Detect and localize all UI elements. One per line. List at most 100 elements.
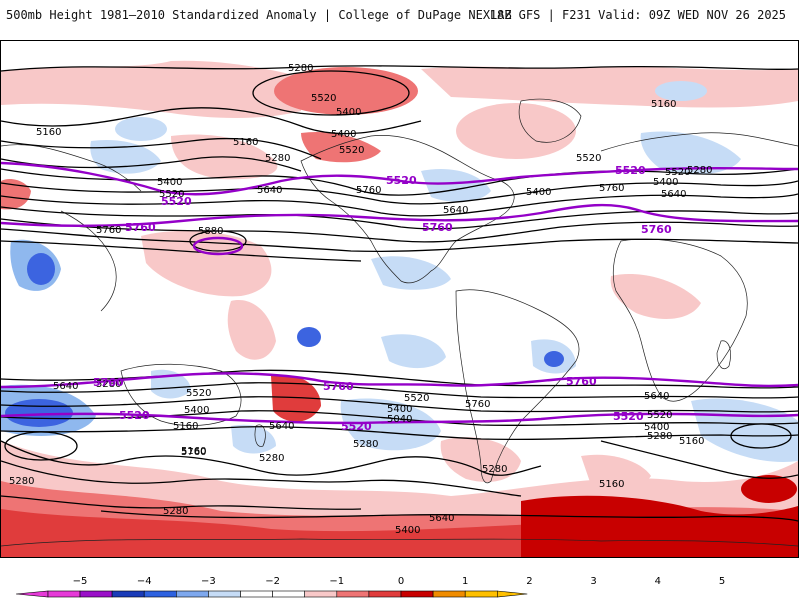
colorbar-segment xyxy=(47,590,81,598)
contour-label: 5160 xyxy=(651,99,676,110)
highlight-label: 5520 xyxy=(341,420,372,433)
highlight-label: 5760 xyxy=(422,221,453,234)
contour-label: 5400 xyxy=(184,405,209,416)
contour-label: 5400 xyxy=(653,177,678,188)
contour-label: 5280 xyxy=(353,439,378,450)
coastlines xyxy=(1,98,798,547)
map-canvas: 5280 5520 5400 5160 5400 5160 5280 5520 … xyxy=(1,60,798,557)
colorbar-arrow-high xyxy=(496,590,528,598)
colorbar-segment xyxy=(111,590,145,598)
contour-label: 5640 xyxy=(661,189,686,200)
highlight-contour-labels: 5520 5520 5520 5760 5760 5760 5760 5760 … xyxy=(93,164,672,433)
contour-label: 5040 xyxy=(387,414,412,425)
contour-label: 5520 xyxy=(339,145,364,156)
contour-label: 5280 xyxy=(163,506,188,517)
colorbar-segment xyxy=(336,590,370,598)
contour-label: 5400 xyxy=(157,177,182,188)
colorbar-tick-label: 5 xyxy=(719,576,725,587)
contour-label: 5400 xyxy=(387,404,412,415)
contour-label: 5880 xyxy=(198,226,223,237)
contour-label: 5400 xyxy=(336,107,361,118)
colorbar-tick-label: 1 xyxy=(462,576,468,587)
contour-label: 5160 xyxy=(599,479,624,490)
map-title: 500mb Height 1981–2010 Standardized Anom… xyxy=(6,8,512,22)
contour-label: 5280 xyxy=(96,379,121,390)
colorbar-segment xyxy=(368,590,402,598)
contour-label: 5760 xyxy=(599,183,624,194)
anomaly-shading xyxy=(1,60,798,557)
colorbar-tick-label: −2 xyxy=(265,576,280,587)
contour-label: 5760 xyxy=(96,225,121,236)
colorbar-tick-label: −5 xyxy=(73,576,88,587)
colorbar-segment xyxy=(79,590,113,598)
contour-label: 5520 xyxy=(404,393,429,404)
contour-label: 5280 xyxy=(687,165,712,176)
colorbar-segment xyxy=(464,590,498,598)
highlight-label: 5520 xyxy=(615,164,646,177)
colorbar-tick-label: −3 xyxy=(201,576,216,587)
highlight-contours xyxy=(1,161,798,425)
colorbar-segment xyxy=(304,590,338,598)
contour-label: 5400 xyxy=(395,525,420,536)
highlight-label: 5760 xyxy=(125,221,156,234)
anomaly-colorbar: −5 −4 −3 −2 −1 0 1 2 3 4 5 xyxy=(0,570,800,600)
contour-label: 5280 xyxy=(482,464,507,475)
colorbar-segment xyxy=(143,590,177,598)
colorbar-svg: −5 −4 −3 −2 −1 0 1 2 3 4 5 xyxy=(15,576,725,598)
colorbar-tick-label: −1 xyxy=(329,576,344,587)
colorbar-segment xyxy=(432,590,466,598)
contour-label: 5280 xyxy=(647,431,672,442)
colorbar-tick-label: 4 xyxy=(655,576,661,587)
model-run-info: 18Z GFS | F231 Valid: 09Z WED NOV 26 202… xyxy=(489,8,786,22)
map-header: 500mb Height 1981–2010 Standardized Anom… xyxy=(0,0,800,30)
contour-label: 5160 xyxy=(233,137,258,148)
colorbar-segment xyxy=(272,590,306,598)
highlight-label: 5760 xyxy=(566,375,597,388)
colorbar-arrow-low xyxy=(15,590,49,598)
contour-label: 5520 xyxy=(311,93,336,104)
height-contours xyxy=(1,65,798,522)
anomaly-map[interactable]: 5280 5520 5400 5160 5400 5160 5280 5520 … xyxy=(0,40,799,558)
contour-label: 5280 xyxy=(265,153,290,164)
contour-label: 5280 xyxy=(288,63,313,74)
highlight-label: 5760 xyxy=(641,223,672,236)
contour-label: 5400 xyxy=(331,129,356,140)
colorbar-segment xyxy=(208,590,241,598)
contour-label: 5160 xyxy=(36,127,61,138)
contour-labels: 5280 5520 5400 5160 5400 5160 5280 5520 … xyxy=(9,63,712,536)
contour-label: 5760 xyxy=(465,399,490,410)
highlight-label: 5520 xyxy=(386,174,417,187)
highlight-label: 5520 xyxy=(161,195,192,208)
colorbar-tick-label: 3 xyxy=(590,576,596,587)
contour-label: 5520 xyxy=(186,388,211,399)
contour-label: 5400 xyxy=(644,422,669,433)
contour-label: 5760 xyxy=(356,185,381,196)
contour-label: 5520 xyxy=(159,189,184,200)
contour-label: 5520 xyxy=(647,410,672,421)
contour-label: 5280 xyxy=(9,476,34,487)
colorbar-segment xyxy=(240,590,273,598)
contour-label: 5640 xyxy=(429,513,454,524)
contour-label: 5640 xyxy=(443,205,468,216)
contour-label: 5160 xyxy=(181,446,206,457)
contour-label: 5640 xyxy=(53,381,78,392)
contour-label: 5640 xyxy=(644,391,669,402)
contour-label: 5400 xyxy=(526,187,551,198)
colorbar-segment xyxy=(400,590,434,598)
highlight-label: 5520 xyxy=(613,410,644,423)
colorbar-segment xyxy=(176,590,209,598)
contour-label: 5280 xyxy=(259,453,284,464)
contour-label: 5160 xyxy=(173,421,198,432)
colorbar-tick-label: 0 xyxy=(398,576,404,587)
contour-label: 5520 xyxy=(665,167,690,178)
contour-label: 5640 xyxy=(257,185,282,196)
contour-label: 5160 xyxy=(679,436,704,447)
contour-label: 5640 xyxy=(269,421,294,432)
colorbar-tick-label: −4 xyxy=(137,576,152,587)
highlight-label: 5760 xyxy=(93,376,124,389)
contour-label: 5760 xyxy=(181,447,206,458)
highlight-label: 5520 xyxy=(119,409,150,422)
colorbar-tick-label: 2 xyxy=(526,576,532,587)
highlight-label: 5760 xyxy=(323,380,354,393)
contour-label: 5520 xyxy=(576,153,601,164)
